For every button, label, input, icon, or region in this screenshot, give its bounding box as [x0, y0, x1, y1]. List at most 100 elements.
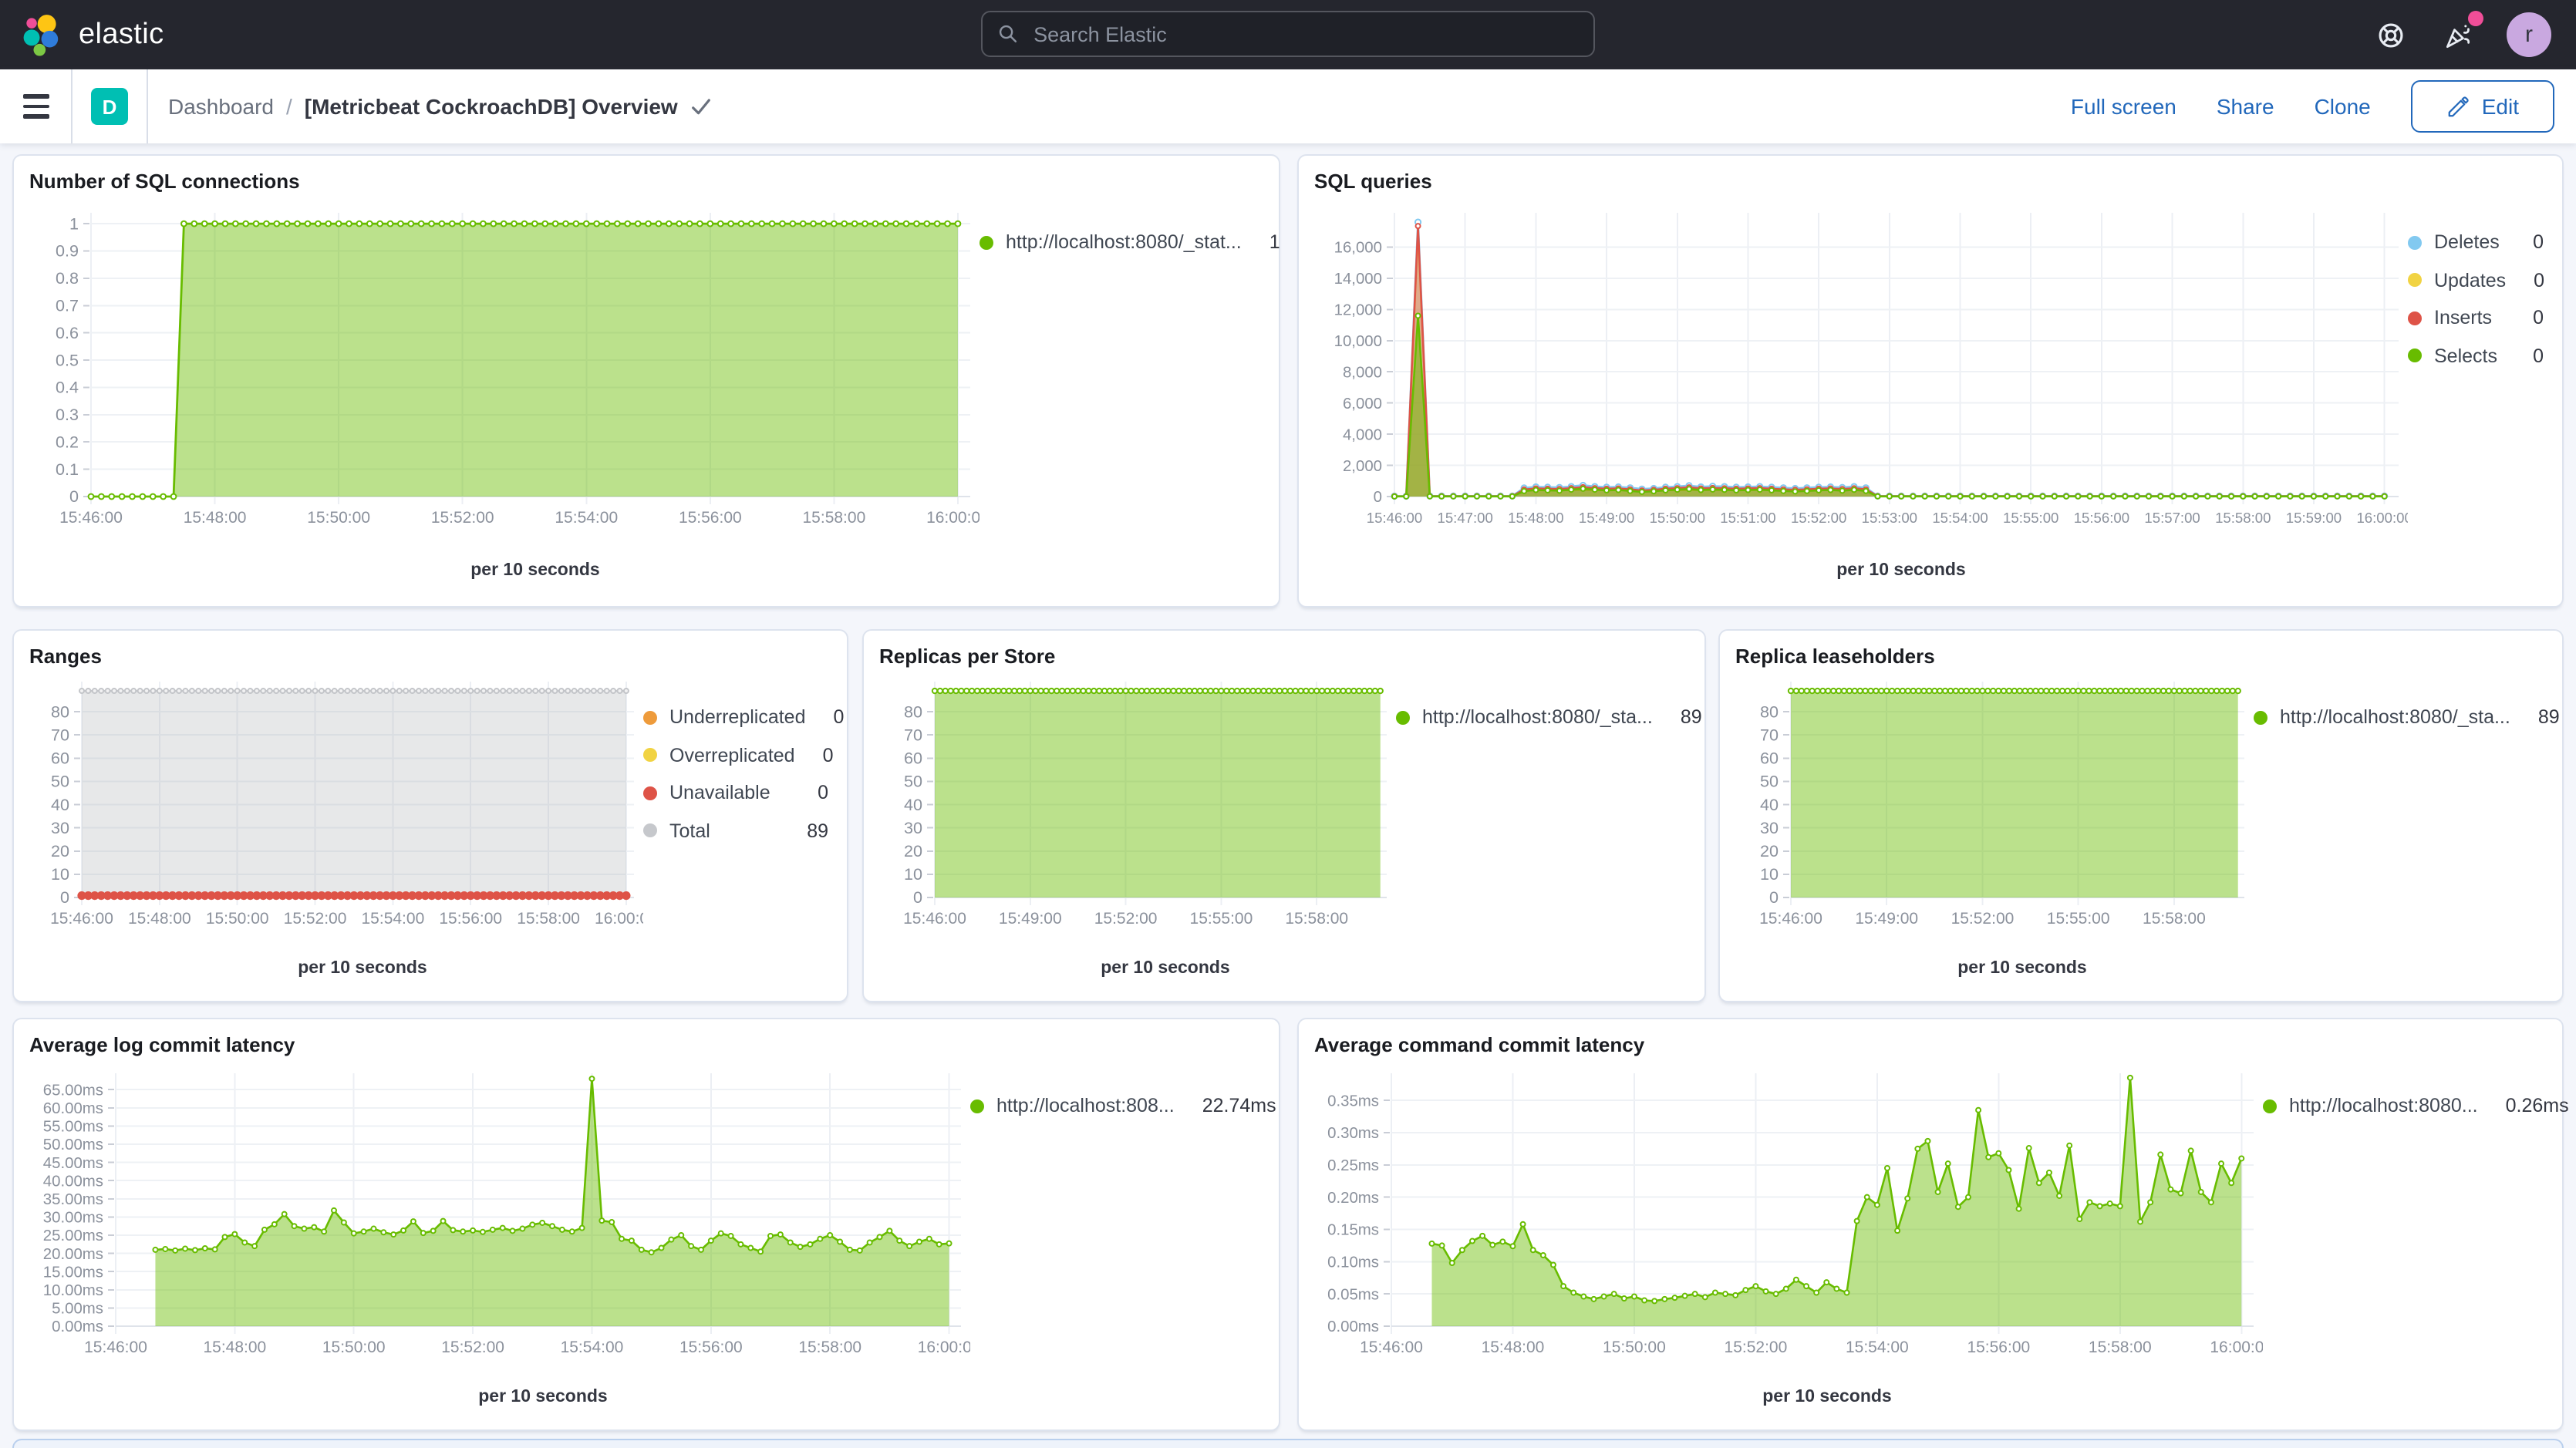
- y-tick-label: 20: [904, 841, 922, 860]
- series-markers-Unavailable: [77, 891, 631, 901]
- newsfeed-icon[interactable]: [2439, 10, 2483, 55]
- chart-plot-area[interactable]: 15:46:00 15:47:00 15:48:00 15:49:00 15:50:00…: [1305, 194, 2412, 580]
- x-tick-label: 15:49:00: [999, 910, 1062, 928]
- legend-dot-icon: [2408, 349, 2422, 362]
- x-tick-label: 15:46:00: [84, 1339, 147, 1356]
- help-icon[interactable]: [2371, 15, 2411, 55]
- y-tick-label: 2,000: [1343, 458, 1382, 475]
- y-tick-label: 50.00ms: [43, 1137, 103, 1153]
- chart-plot-area[interactable]: 15:46:00 15:48:00 15:50:00 15:52:00 15:54:00…: [20, 669, 658, 978]
- avatar-initial: r: [2525, 22, 2533, 48]
- x-tick-label: 15:52:00: [1094, 910, 1158, 928]
- series-markers-http://localhost:8080/_sta...: [1787, 687, 2241, 695]
- dashboard-app-badge[interactable]: D: [91, 88, 128, 125]
- top-header-bar: elastic: [0, 0, 2576, 69]
- x-tick-label: 15:50:00: [206, 910, 269, 928]
- chart-svg: 15:46:00 15:47:00 15:48:00 15:49:00 15:50:00…: [1334, 213, 2412, 526]
- legend-value: 22.74ms: [1202, 1095, 1276, 1116]
- chart-plot-area[interactable]: 15:46:00 15:48:00 15:50:00 15:52:00 15:54:00…: [20, 194, 990, 580]
- y-tick-label: 16,000: [1334, 240, 1382, 257]
- x-axis-caption: per 10 seconds: [298, 959, 427, 978]
- panel-title: SQL queries: [1314, 170, 1432, 193]
- legend-item[interactable]: http://localhost:808... 22.74ms: [970, 1095, 1276, 1116]
- legend-item[interactable]: Inserts 0: [2408, 307, 2544, 328]
- y-tick-label: 0.1: [56, 460, 79, 479]
- legend-value: 89: [1680, 706, 1702, 728]
- breadcrumb: Dashboard / [Metricbeat CockroachDB] Ove…: [148, 94, 713, 119]
- legend-value: 0: [2533, 307, 2544, 328]
- chart-plot-area[interactable]: 15:46:00 15:48:00 15:50:00 15:52:00 15:54:00…: [20, 1058, 980, 1406]
- search-input[interactable]: [1030, 21, 1578, 47]
- y-tick-label: 10: [51, 864, 69, 884]
- chart-legend: http://localhost:8080... 0.26ms: [2263, 1058, 2569, 1406]
- legend-item[interactable]: Deletes 0: [2408, 231, 2544, 253]
- global-search-box[interactable]: [981, 11, 1595, 57]
- chart-plot-area[interactable]: 15:46:00 15:49:00 15:52:00 15:55:00 15:58:00…: [870, 669, 1396, 978]
- legend-item[interactable]: Total 89: [643, 820, 828, 841]
- y-tick-label: 10: [904, 864, 922, 884]
- legend-item[interactable]: http://localhost:8080/_sta... 89: [2254, 706, 2560, 728]
- legend-label: Overreplicated: [669, 744, 795, 766]
- y-tick-label: 40.00ms: [43, 1173, 103, 1190]
- y-tick-label: 0.15ms: [1327, 1222, 1379, 1239]
- menu-icon[interactable]: [0, 69, 71, 143]
- y-tick-label: 80: [1760, 702, 1779, 721]
- x-tick-label: 15:47:00: [1437, 510, 1492, 526]
- full-screen-button[interactable]: Full screen: [2070, 94, 2176, 119]
- y-tick-label: 50: [904, 772, 922, 791]
- clone-button[interactable]: Clone: [2314, 94, 2371, 119]
- share-button[interactable]: Share: [2216, 94, 2274, 119]
- y-tick-label: 14,000: [1334, 271, 1382, 288]
- x-tick-label: 15:56:00: [439, 910, 502, 928]
- y-tick-label: 10: [1760, 864, 1779, 884]
- check-icon[interactable]: [690, 95, 713, 118]
- legend-item[interactable]: http://localhost:8080... 0.26ms: [2263, 1095, 2569, 1116]
- chart-legend: http://localhost:808... 22.74ms: [970, 1058, 1276, 1406]
- breadcrumb-dashboard-link[interactable]: Dashboard: [168, 94, 274, 119]
- legend-value: 0: [818, 782, 828, 803]
- chart-plot-area[interactable]: 15:46:00 15:48:00 15:50:00 15:52:00 15:54:00…: [1305, 1058, 2273, 1406]
- x-tick-label: 15:50:00: [307, 509, 370, 527]
- legend-item[interactable]: Underreplicated 0: [643, 706, 844, 728]
- y-tick-label: 0: [60, 887, 69, 907]
- y-tick-label: 60: [1760, 749, 1779, 768]
- y-tick-label: 0.3: [56, 405, 79, 424]
- panel-sql-queries: SQL queries 15:46:00 15:47:00 15:48:00 15:4…: [1297, 154, 2564, 608]
- notification-dot: [2468, 10, 2483, 25]
- elastic-brand[interactable]: elastic: [0, 13, 164, 56]
- toolbar-divider: [71, 69, 72, 143]
- y-tick-label: 45.00ms: [43, 1155, 103, 1172]
- y-tick-label: 60: [51, 749, 69, 768]
- x-axis-caption: per 10 seconds: [1836, 561, 1966, 580]
- chart-plot-area[interactable]: 15:46:00 15:49:00 15:52:00 15:55:00 15:58:00…: [1726, 669, 2254, 978]
- y-tick-label: 0.4: [56, 378, 79, 397]
- legend-item[interactable]: http://localhost:8080/_stat... 1: [979, 231, 1280, 253]
- legend-item[interactable]: Overreplicated 0: [643, 744, 834, 766]
- user-avatar[interactable]: r: [2507, 12, 2551, 57]
- legend-item[interactable]: Unavailable 0: [643, 782, 828, 803]
- x-axis-caption: per 10 seconds: [1957, 959, 2087, 978]
- legend-item[interactable]: Selects 0: [2408, 345, 2544, 366]
- y-tick-label: 65.00ms: [43, 1082, 103, 1099]
- y-tick-label: 15.00ms: [43, 1264, 103, 1281]
- edit-button[interactable]: Edit: [2410, 80, 2554, 133]
- y-tick-label: 1: [69, 214, 79, 233]
- legend-dot-icon: [2254, 710, 2267, 724]
- panel-average-command-commit-latency: Average command commit latency 15:46:00 1…: [1297, 1018, 2569, 1431]
- x-tick-label: 15:46:00: [1759, 910, 1822, 928]
- x-tick-label: 15:52:00: [441, 1339, 504, 1356]
- x-tick-label: 16:00:00: [918, 1339, 970, 1356]
- series-area-http://localhost:8080...: [1431, 1077, 2242, 1326]
- y-tick-label: 10,000: [1334, 333, 1382, 350]
- legend-item[interactable]: Updates 0: [2408, 269, 2544, 291]
- x-tick-label: 15:48:00: [1508, 510, 1563, 526]
- y-tick-label: 0: [1769, 887, 1779, 907]
- legend-value: 89: [2537, 706, 2560, 728]
- y-tick-label: 60: [904, 749, 922, 768]
- series-markers-http://localhost:808...: [152, 1076, 953, 1256]
- legend-item[interactable]: http://localhost:8080/_sta... 89: [1396, 706, 1702, 728]
- panel-average-log-commit-latency: Average log commit latency 15:46:00 15:48…: [12, 1018, 1280, 1431]
- x-tick-label: 15:46:00: [1360, 1339, 1423, 1356]
- brand-text: elastic: [79, 18, 164, 50]
- y-tick-label: 35.00ms: [43, 1191, 103, 1208]
